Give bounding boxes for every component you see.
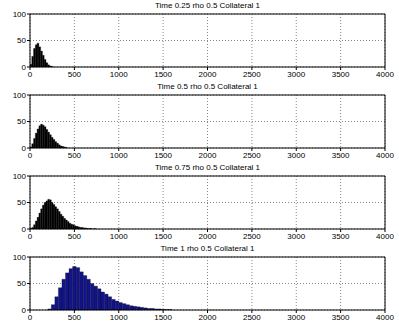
svg-text:50: 50 (17, 36, 26, 45)
svg-text:3000: 3000 (287, 151, 305, 160)
svg-text:2000: 2000 (199, 151, 217, 160)
svg-text:1000: 1000 (110, 232, 128, 241)
svg-text:0: 0 (22, 225, 27, 234)
svg-text:50: 50 (17, 117, 26, 126)
svg-text:2500: 2500 (243, 313, 261, 322)
html-text:Time 1 rho 0.5 Collateral 1: Time 1 rho 0.5 Collateral 1 (160, 244, 255, 253)
svg-text:3500: 3500 (332, 151, 350, 160)
svg-text:0: 0 (28, 70, 33, 79)
svg-text:500: 500 (68, 313, 82, 322)
svg-text:1500: 1500 (154, 232, 172, 241)
svg-text:4000: 4000 (376, 70, 391, 79)
svg-text:3000: 3000 (287, 70, 305, 79)
svg-text:0: 0 (28, 232, 33, 241)
svg-text:4000: 4000 (376, 232, 391, 241)
svg-text:1000: 1000 (110, 70, 128, 79)
svg-text:0: 0 (22, 306, 27, 315)
svg-text:4000: 4000 (376, 313, 391, 322)
svg-text:0: 0 (22, 63, 27, 72)
svg-text:3000: 3000 (287, 313, 305, 322)
svg-text:2000: 2000 (199, 70, 217, 79)
svg-text:3500: 3500 (332, 313, 350, 322)
svg-text:50: 50 (17, 279, 26, 288)
svg-text:500: 500 (68, 70, 82, 79)
svg-text:2500: 2500 (243, 70, 261, 79)
svg-text:0: 0 (28, 313, 33, 322)
svg-text:1000: 1000 (110, 151, 128, 160)
svg-text:1500: 1500 (154, 151, 172, 160)
svg-text:2000: 2000 (199, 232, 217, 241)
svg-text:100: 100 (13, 92, 27, 100)
svg-text:4000: 4000 (376, 151, 391, 160)
svg-text:3500: 3500 (332, 70, 350, 79)
svg-text:2500: 2500 (243, 151, 261, 160)
svg-text:500: 500 (68, 151, 82, 160)
svg-text:3000: 3000 (287, 232, 305, 241)
svg-text:3500: 3500 (332, 232, 350, 241)
html-text:Time 0.25 rho 0.5 Collateral 1: Time 0.25 rho 0.5 Collateral 1 (155, 1, 260, 10)
html-text:Time 0.75 rho 0.5 Collateral 1: Time 0.75 rho 0.5 Collateral 1 (155, 163, 260, 172)
svg-text:100: 100 (13, 254, 27, 262)
svg-text:1500: 1500 (154, 70, 172, 79)
svg-text:500: 500 (68, 232, 82, 241)
svg-text:2000: 2000 (199, 313, 217, 322)
svg-text:1000: 1000 (110, 313, 128, 322)
svg-text:0: 0 (22, 144, 27, 153)
svg-text:0: 0 (28, 151, 33, 160)
svg-text:100: 100 (13, 173, 27, 181)
html-text:Time 0.5 rho 0.5 Collateral 1: Time 0.5 rho 0.5 Collateral 1 (157, 82, 258, 91)
svg-text:50: 50 (17, 198, 26, 207)
svg-text:2500: 2500 (243, 232, 261, 241)
svg-text:100: 100 (13, 11, 27, 19)
svg-text:1500: 1500 (154, 313, 172, 322)
